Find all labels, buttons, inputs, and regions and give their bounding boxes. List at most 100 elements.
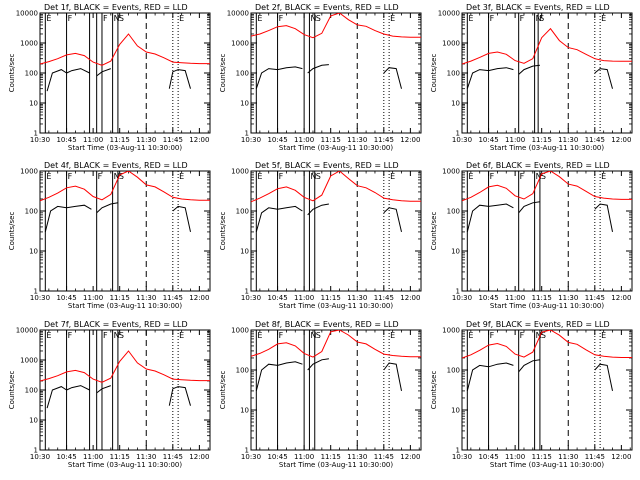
- event-marker-label: N: [310, 331, 316, 340]
- events-line-segment: [518, 201, 540, 214]
- x-axis-label: Start Time (03-Aug-11 10:30:00): [490, 144, 604, 152]
- events-line-segment: [518, 359, 540, 373]
- y-axis-label: Counts/sec: [219, 212, 227, 251]
- events-line-segment: [594, 363, 613, 392]
- y-tick-label: 1: [456, 288, 460, 296]
- x-tick-label: 11:45: [163, 294, 183, 302]
- event-marker-label: S: [119, 331, 124, 340]
- y-tick-label: 100: [447, 70, 460, 78]
- x-tick-label: 11:00: [83, 453, 103, 461]
- y-tick-label: 1: [245, 288, 249, 296]
- event-marker-label: F: [490, 172, 495, 181]
- events-line-segment: [488, 203, 514, 209]
- y-axis-label: Counts/sec: [430, 212, 438, 251]
- lld-line-segment: [40, 33, 210, 66]
- event-marker-label: S: [539, 14, 544, 23]
- x-tick-label: 12:00: [611, 453, 631, 461]
- y-tick-label: 1: [456, 447, 460, 455]
- y-tick-label: 1: [34, 288, 38, 296]
- event-marker-label: F: [490, 331, 495, 340]
- x-tick-label: 11:15: [321, 294, 341, 302]
- event-marker-label: S: [541, 331, 546, 340]
- x-tick-label: 12:00: [611, 294, 631, 302]
- events-series: [255, 203, 402, 233]
- y-tick-label: 1000: [231, 327, 249, 335]
- events-line-segment: [488, 362, 514, 368]
- x-tick-label: 11:30: [558, 453, 578, 461]
- x-tick-label: 12:00: [189, 294, 209, 302]
- panel-title: Det 7f, BLACK = Events, RED = LLD: [44, 320, 188, 329]
- event-marker-label: N: [310, 14, 316, 23]
- events-line-segment: [488, 67, 514, 72]
- plot-frame: [250, 170, 422, 292]
- x-tick-label: 10:30: [30, 136, 50, 144]
- y-tick-label: 10: [240, 407, 249, 415]
- events-line-segment: [594, 203, 613, 232]
- x-tick-label: 11:45: [374, 453, 394, 461]
- y-tick-label: 100: [236, 70, 249, 78]
- y-tick-label: 1: [245, 130, 249, 138]
- x-tick-label: 11:15: [532, 136, 552, 144]
- y-tick-label: 1000: [442, 40, 460, 48]
- event-marker-label: E: [46, 14, 51, 23]
- x-tick-label: 10:30: [241, 294, 261, 302]
- event-marker-label: E: [257, 172, 262, 181]
- x-tick-label: 10:30: [30, 294, 50, 302]
- x-axis-label: Start Time (03-Aug-11 10:30:00): [68, 302, 182, 310]
- event-marker-label: E: [468, 331, 473, 340]
- detector-panel-8: Det 8f, BLACK = Events, RED = LLD 1 10 100 1…: [219, 320, 422, 469]
- x-tick-label: 11:30: [136, 453, 156, 461]
- x-tick-label: 11:00: [294, 294, 314, 302]
- x-axis-label: Start Time (03-Aug-11 10:30:00): [490, 461, 604, 469]
- events-line-segment: [383, 67, 402, 89]
- lld-series: [251, 171, 421, 203]
- lld-series: [40, 350, 210, 383]
- events-line-segment: [168, 386, 191, 406]
- y-axis-label: Counts/sec: [219, 371, 227, 410]
- events-line-segment: [172, 205, 191, 233]
- event-marker-label: E: [257, 14, 262, 23]
- event-marker-label: E: [46, 172, 51, 181]
- detector-panel-9: Det 9f, BLACK = Events, RED = LLD 1 10 100 1…: [430, 320, 633, 469]
- y-tick-label: 1: [245, 447, 249, 455]
- events-line-segment: [66, 204, 92, 210]
- event-marker-label: F: [490, 14, 495, 23]
- event-marker-label: E: [601, 172, 606, 181]
- x-tick-label: 12:00: [400, 136, 420, 144]
- y-tick-label: 100: [25, 70, 38, 78]
- events-line-segment: [66, 68, 90, 74]
- events-line-segment: [96, 385, 111, 394]
- plot-frame: [461, 12, 633, 134]
- event-marker-label: S: [541, 172, 546, 181]
- y-tick-label: 100: [25, 387, 38, 395]
- panel-title: Det 5f, BLACK = Events, RED = LLD: [255, 161, 399, 170]
- event-marker-label: F: [98, 172, 103, 181]
- events-line-segment: [277, 205, 303, 212]
- event-marker-label: N: [536, 331, 542, 340]
- x-tick-label: 11:45: [163, 136, 183, 144]
- event-marker-label: E: [179, 172, 184, 181]
- x-tick-label: 11:45: [585, 136, 605, 144]
- x-tick-label: 11:30: [347, 453, 367, 461]
- lld-line-segment: [462, 171, 632, 202]
- y-tick-label: 10: [240, 248, 249, 256]
- lld-line-segment: [251, 171, 421, 203]
- y-axis-label: Counts/sec: [219, 54, 227, 93]
- x-tick-label: 12:00: [400, 294, 420, 302]
- event-marker-label: E: [179, 14, 184, 23]
- x-tick-label: 11:30: [558, 136, 578, 144]
- events-line-segment: [255, 363, 278, 392]
- events-line-segment: [66, 385, 90, 391]
- y-tick-label: 100: [447, 367, 460, 375]
- panel-title: Det 1f, BLACK = Events, RED = LLD: [44, 3, 188, 12]
- x-tick-label: 12:00: [189, 453, 209, 461]
- x-tick-label: 11:30: [347, 294, 367, 302]
- x-tick-label: 10:45: [478, 453, 498, 461]
- x-tick-label: 10:45: [478, 136, 498, 144]
- events-line-segment: [277, 361, 303, 366]
- y-tick-label: 1: [456, 130, 460, 138]
- x-axis-label: Start Time (03-Aug-11 10:30:00): [279, 461, 393, 469]
- events-line-segment: [96, 68, 111, 77]
- y-tick-label: 10: [29, 417, 38, 425]
- y-tick-label: 1000: [20, 40, 38, 48]
